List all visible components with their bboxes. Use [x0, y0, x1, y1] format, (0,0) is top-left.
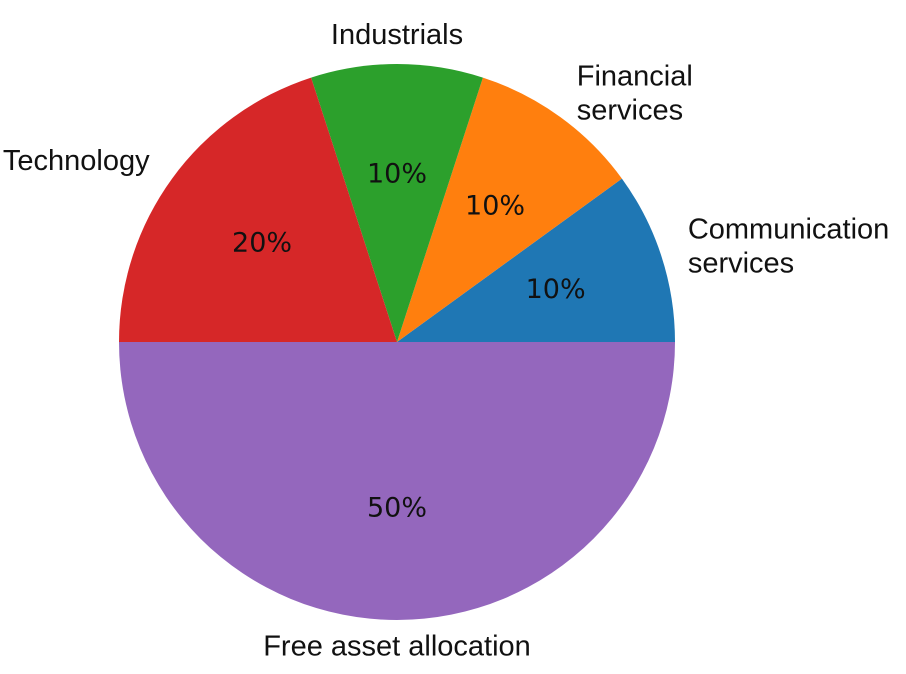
value-label: 20%: [232, 227, 292, 258]
pie-slice: [397, 77, 622, 342]
category-label: Free asset allocation: [263, 630, 531, 662]
category-label: Industrials: [331, 19, 463, 51]
pie-slice: [119, 342, 675, 620]
pie-slice: [311, 63, 483, 342]
pie-slice: [119, 77, 397, 342]
category-label: Financial services: [577, 60, 693, 126]
pie-slice: [397, 178, 675, 342]
value-label: 50%: [367, 492, 427, 523]
category-label: Communication services: [688, 213, 889, 279]
value-label: 10%: [367, 159, 427, 190]
category-label: Technology: [3, 145, 150, 177]
value-label: 10%: [526, 274, 586, 305]
value-label: 10%: [465, 191, 525, 222]
